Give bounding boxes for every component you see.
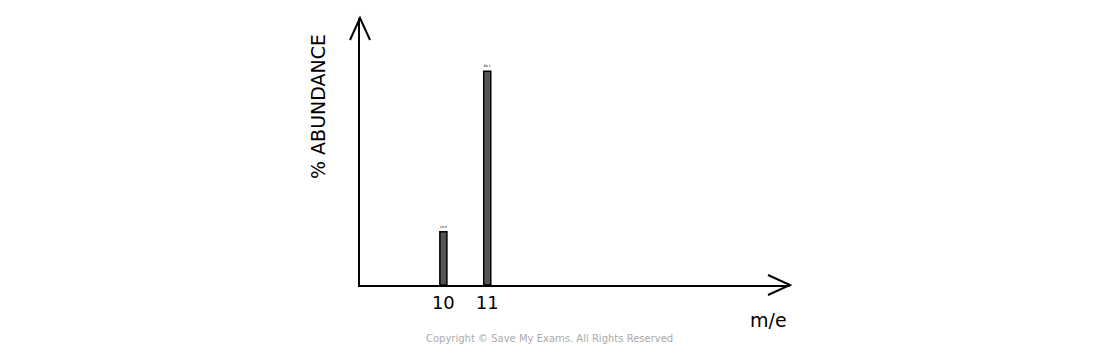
svg-text:m/e: m/e [750,309,787,331]
svg-text:11: 11 [476,292,499,313]
svg-text:Copyright © Save My Exams. All: Copyright © Save My Exams. All Rights Re… [426,333,673,344]
svg-text:80.1: 80.1 [484,64,491,68]
svg-text:10: 10 [432,292,455,313]
svg-text:19.9: 19.9 [440,225,447,229]
svg-text:% ABUNDANCE: % ABUNDANCE [307,34,329,179]
